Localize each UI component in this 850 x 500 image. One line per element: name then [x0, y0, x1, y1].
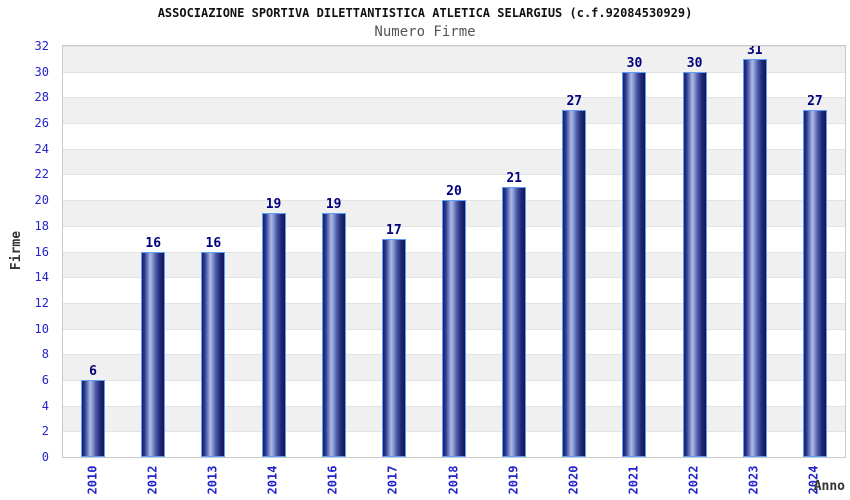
bar-2013: [201, 251, 226, 457]
bar-2014: [261, 212, 286, 457]
x-tick-text: 2014: [265, 465, 280, 495]
y-tick-label: 10: [34, 321, 49, 336]
grid-band: [63, 46, 845, 72]
x-tick-label-2014: 2014: [254, 461, 292, 499]
bar-2020: [562, 110, 587, 457]
x-tick-text: 2018: [446, 465, 460, 495]
chart-title: ASSOCIAZIONE SPORTIVA DILETTANTISTICA AT…: [157, 6, 693, 20]
bar-2019: [502, 187, 527, 457]
grid-band: [63, 97, 845, 124]
bar-value-label: 30: [626, 55, 643, 71]
y-tick-label: 0: [41, 450, 49, 464]
x-tick-text: 2022: [686, 465, 701, 495]
x-tick-text: 2017: [385, 465, 400, 495]
x-tick-text: 2023: [746, 465, 761, 495]
x-tick-text: 2012: [145, 465, 160, 495]
bar-value-label: 19: [265, 196, 282, 212]
bar-2017: [381, 238, 406, 457]
bar-2022: [682, 71, 707, 457]
bar-value-label: 20: [446, 184, 462, 200]
bar-value-label: 27: [807, 94, 823, 110]
bar-2016: [321, 212, 346, 457]
x-tick-text: 2016: [325, 465, 340, 495]
y-tick-label: 20: [34, 193, 49, 208]
x-tick-label-2018: 2018: [434, 461, 472, 499]
y-tick-label: 24: [34, 141, 49, 156]
x-tick-label-2022: 2022: [675, 461, 713, 499]
x-tick-label-2013: 2013: [193, 461, 231, 499]
y-tick-label: 32: [34, 39, 49, 53]
x-axis-title: Anno: [813, 479, 845, 494]
bar-value-label: 6: [89, 363, 97, 379]
x-tick-text: 2013: [205, 465, 220, 495]
y-tick-label: 16: [34, 244, 49, 259]
grid-band: [63, 148, 845, 175]
y-tick-label: 28: [34, 90, 49, 105]
y-tick-label: 14: [34, 270, 49, 285]
x-tick-label-2019: 2019: [494, 461, 532, 499]
y-tick-label: 30: [34, 64, 49, 79]
bar-2024: [802, 110, 827, 457]
x-tick-text: 2021: [626, 465, 641, 495]
bar-2012: [141, 251, 166, 457]
bar-value-label: 31: [746, 45, 763, 58]
y-tick-label: 18: [34, 218, 49, 233]
y-tick-label: 26: [34, 116, 49, 131]
y-tick-label: 8: [41, 347, 49, 362]
bar-value-label: 21: [506, 171, 522, 187]
bar-value-label: 27: [566, 94, 583, 110]
x-tick-label-2023: 2023: [735, 461, 773, 499]
x-tick-label-2012: 2012: [133, 461, 171, 499]
bar-2018: [442, 200, 466, 457]
bar-value-label: 17: [386, 222, 402, 238]
x-tick-label-2017: 2017: [374, 461, 412, 499]
y-tick-label: 2: [41, 424, 49, 439]
chart-subtitle: Numero Firme: [374, 24, 476, 40]
x-tick-label-2016: 2016: [314, 461, 352, 499]
bar-2010: [81, 379, 106, 457]
plot-area: 6 16 16 19 19 17 20 21 27 30 30 31 27: [62, 45, 846, 458]
bar-2021: [622, 71, 647, 457]
x-tick-text: 2010: [85, 465, 100, 495]
grid-band: [63, 123, 845, 149]
x-tick-text: 2020: [566, 465, 581, 495]
bar-value-label: 19: [325, 196, 342, 212]
bar-value-label: 30: [686, 55, 703, 71]
x-tick-label-2021: 2021: [614, 461, 652, 499]
bar-value-label: 16: [145, 235, 162, 251]
y-tick-label: 4: [41, 398, 49, 413]
x-tick-label-2010: 2010: [73, 461, 111, 499]
bar-value-label: 16: [205, 235, 222, 251]
bar-2023: [742, 58, 767, 457]
grid-band: [63, 71, 845, 98]
grid-band: [63, 174, 845, 201]
y-tick-label: 22: [34, 167, 49, 182]
y-tick-label: 12: [34, 295, 49, 310]
y-tick-label: 6: [41, 372, 49, 387]
x-tick-label-2020: 2020: [554, 461, 592, 499]
x-tick-text: 2019: [506, 465, 521, 495]
